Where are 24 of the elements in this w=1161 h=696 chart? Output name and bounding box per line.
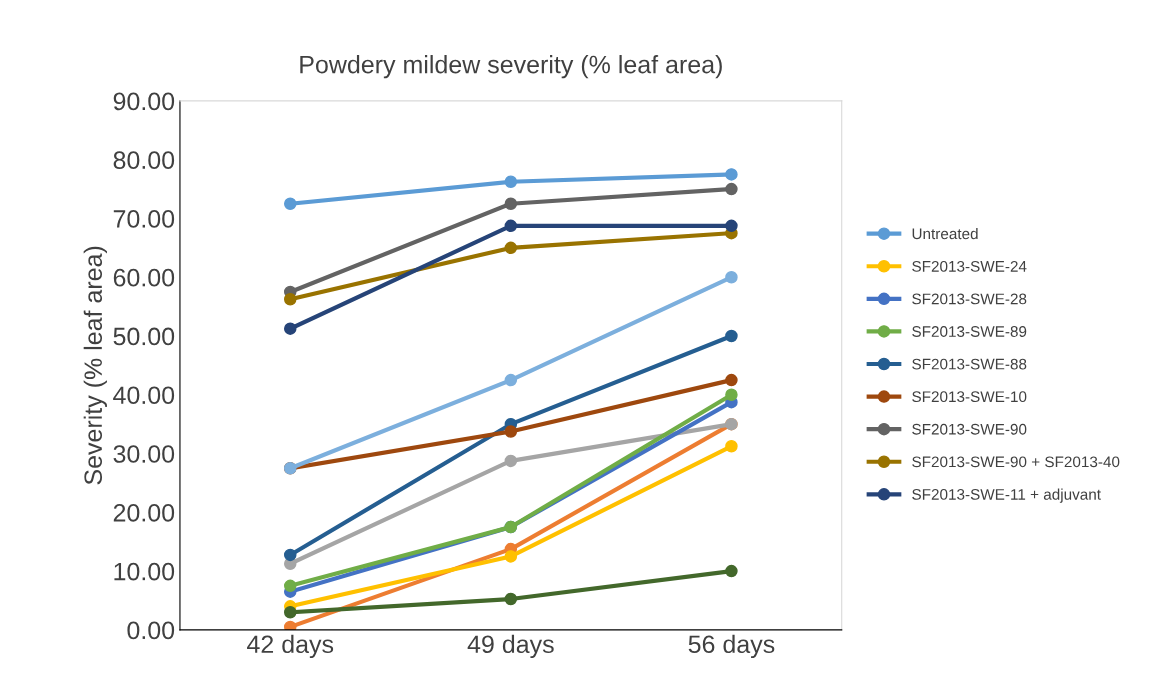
y-tick-label: 70.00	[113, 210, 175, 228]
x-tick-label: 56 days	[688, 634, 775, 659]
legend-label: SF2013-SWE-90	[912, 423, 1027, 435]
legend-label: SF2013-SWE-88	[912, 358, 1027, 370]
y-tick-label: 60.00	[113, 268, 175, 287]
legend-label: SF2013-SWE-28	[912, 293, 1027, 305]
x-tick-label: 49 days	[467, 634, 554, 659]
y-tick-label: 80.00	[113, 151, 175, 169]
chart-title: Powdery mildew severity (% leaf area)	[300, 55, 722, 79]
legend-label: SF2013-SWE-10	[912, 391, 1027, 403]
y-tick-label: 0.00	[127, 621, 175, 640]
legend-label: SF2013-SWE-89	[912, 326, 1027, 337]
y-tick-label: 90.00	[113, 92, 175, 111]
y-tick-label: 30.00	[113, 445, 175, 463]
y-tick-label: 20.00	[113, 503, 175, 522]
x-tick-label: 42 days	[247, 634, 334, 659]
y-axis-title: Severity (% leaf area)	[83, 246, 107, 485]
y-tick-label: 10.00	[114, 562, 175, 581]
y-tick-label: 40.00	[113, 386, 175, 405]
y-tick-label: 50.00	[113, 327, 175, 346]
legend-label: Untreated	[912, 227, 978, 240]
legend-label: SF2013-SWE-24	[912, 260, 1027, 272]
legend-label: SF2013-SWE-90 + SF2013-40	[912, 456, 1120, 468]
legend-label: SF2013-SWE-11 + adjuvant	[912, 488, 1101, 503]
